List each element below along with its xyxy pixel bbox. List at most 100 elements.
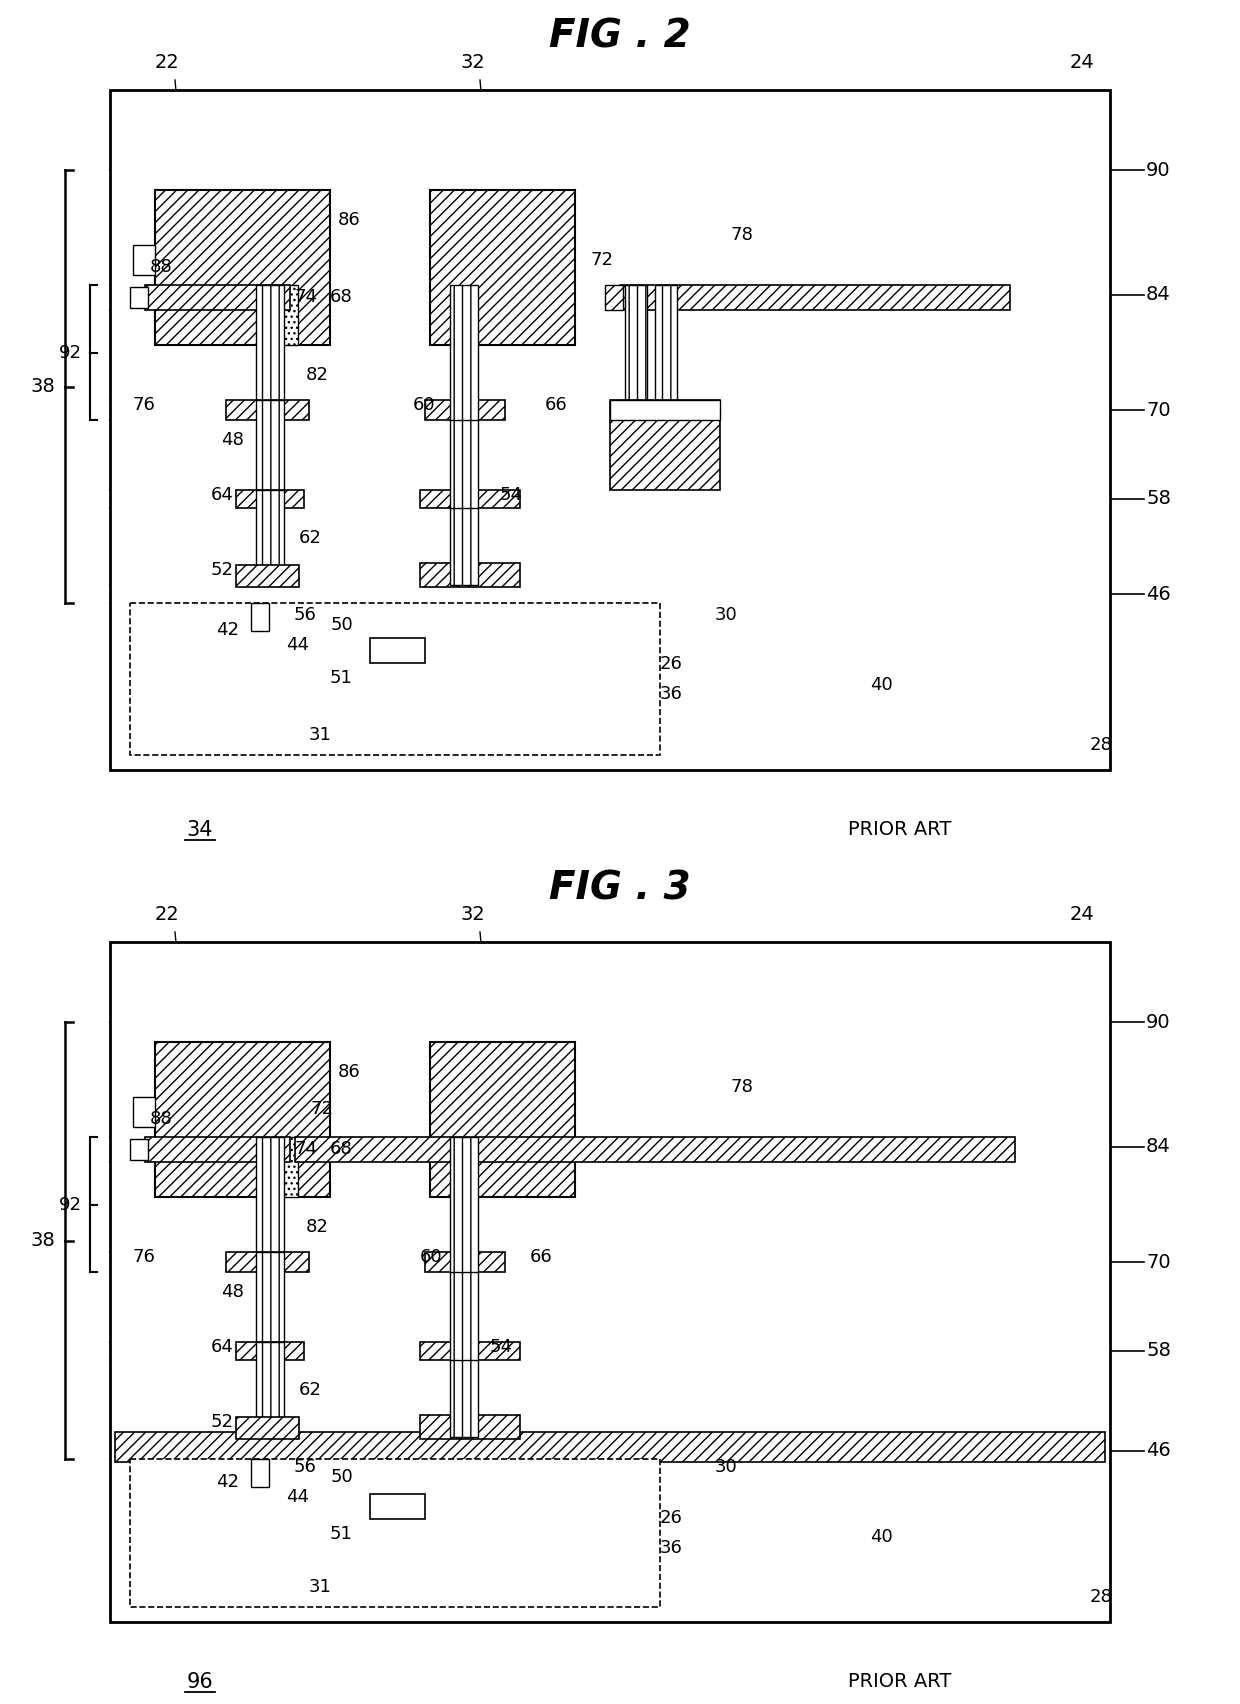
Text: FIG . 2: FIG . 2 bbox=[549, 19, 691, 56]
Text: 86: 86 bbox=[339, 1063, 361, 1080]
Bar bbox=[610, 400, 720, 419]
Bar bbox=[420, 491, 520, 508]
Text: 60: 60 bbox=[413, 395, 435, 414]
Text: 40: 40 bbox=[870, 676, 893, 694]
Text: 82: 82 bbox=[306, 366, 329, 383]
Bar bbox=[420, 1343, 520, 1360]
Bar bbox=[450, 1343, 477, 1436]
Bar bbox=[250, 1459, 269, 1488]
Bar bbox=[145, 285, 290, 310]
Bar bbox=[236, 491, 304, 508]
Text: 74: 74 bbox=[295, 288, 317, 307]
Text: 31: 31 bbox=[309, 726, 331, 745]
Text: 51: 51 bbox=[330, 1525, 353, 1544]
Text: 54: 54 bbox=[490, 1338, 513, 1356]
Bar bbox=[236, 1418, 299, 1438]
Text: 30: 30 bbox=[715, 607, 738, 624]
Text: 58: 58 bbox=[1146, 489, 1171, 508]
Text: 58: 58 bbox=[1146, 1341, 1171, 1360]
Text: 44: 44 bbox=[286, 636, 309, 654]
Text: 88: 88 bbox=[150, 257, 172, 276]
Bar bbox=[226, 400, 309, 419]
Text: 92: 92 bbox=[58, 344, 82, 361]
Text: 32: 32 bbox=[460, 905, 485, 924]
Bar bbox=[605, 285, 622, 310]
Bar bbox=[133, 245, 155, 274]
Text: 90: 90 bbox=[1146, 1012, 1171, 1031]
Bar bbox=[450, 1252, 477, 1360]
Text: 70: 70 bbox=[1146, 1252, 1171, 1271]
Bar bbox=[130, 286, 148, 308]
Bar bbox=[425, 1252, 505, 1271]
Text: 56: 56 bbox=[294, 607, 317, 624]
Text: 52: 52 bbox=[211, 1413, 234, 1431]
Text: 76: 76 bbox=[131, 1247, 155, 1266]
Text: 84: 84 bbox=[1146, 1138, 1171, 1157]
Text: 40: 40 bbox=[870, 1528, 893, 1546]
Text: 42: 42 bbox=[216, 1472, 239, 1491]
Text: 22: 22 bbox=[155, 53, 180, 72]
Bar bbox=[155, 191, 330, 344]
Bar bbox=[115, 1431, 1105, 1462]
Text: 46: 46 bbox=[1146, 1442, 1171, 1460]
Text: 62: 62 bbox=[299, 1380, 322, 1399]
Text: 54: 54 bbox=[500, 486, 523, 504]
Text: 84: 84 bbox=[1146, 286, 1171, 305]
Text: 78: 78 bbox=[730, 1079, 753, 1096]
Text: 78: 78 bbox=[730, 227, 753, 244]
Text: 66: 66 bbox=[546, 395, 568, 414]
Text: 50: 50 bbox=[331, 617, 353, 634]
Bar bbox=[295, 1137, 1016, 1162]
Bar bbox=[610, 400, 720, 491]
Text: 36: 36 bbox=[660, 1539, 683, 1557]
Text: 72: 72 bbox=[310, 1101, 334, 1118]
Text: 26: 26 bbox=[660, 654, 683, 673]
Bar bbox=[130, 1138, 148, 1160]
Text: 68: 68 bbox=[330, 1140, 352, 1159]
Text: 70: 70 bbox=[1146, 400, 1171, 419]
Bar bbox=[425, 400, 505, 419]
Text: 62: 62 bbox=[299, 528, 322, 547]
Text: 90: 90 bbox=[1146, 160, 1171, 179]
Bar bbox=[270, 1137, 298, 1196]
Text: 88: 88 bbox=[150, 1109, 172, 1128]
Bar bbox=[255, 1252, 284, 1360]
Text: 26: 26 bbox=[660, 1510, 683, 1527]
Bar bbox=[655, 285, 677, 419]
Bar bbox=[133, 1097, 155, 1126]
Bar bbox=[450, 491, 477, 584]
Bar bbox=[620, 285, 1011, 310]
Bar bbox=[430, 1043, 575, 1196]
Text: 64: 64 bbox=[211, 1338, 234, 1356]
Text: 48: 48 bbox=[221, 1283, 244, 1300]
Text: 60: 60 bbox=[420, 1247, 443, 1266]
Bar bbox=[255, 285, 284, 419]
Text: 30: 30 bbox=[715, 1459, 738, 1476]
Text: 72: 72 bbox=[590, 250, 613, 269]
Text: 24: 24 bbox=[1070, 53, 1095, 72]
Bar bbox=[130, 603, 660, 755]
Bar bbox=[236, 1343, 304, 1360]
Text: 64: 64 bbox=[211, 486, 234, 504]
Text: 32: 32 bbox=[460, 53, 485, 72]
Text: 96: 96 bbox=[187, 1672, 213, 1692]
Text: FIG . 3: FIG . 3 bbox=[549, 871, 691, 908]
Bar bbox=[110, 942, 1110, 1622]
Text: 36: 36 bbox=[660, 685, 683, 704]
Bar bbox=[450, 1137, 477, 1271]
Text: 24: 24 bbox=[1070, 905, 1095, 924]
Text: PRIOR ART: PRIOR ART bbox=[848, 1672, 951, 1690]
Text: 92: 92 bbox=[58, 1196, 82, 1213]
Bar bbox=[270, 285, 298, 344]
Bar bbox=[255, 1137, 284, 1271]
Bar bbox=[450, 285, 477, 419]
Text: 28: 28 bbox=[1090, 1588, 1112, 1605]
Text: 66: 66 bbox=[529, 1247, 553, 1266]
Bar bbox=[625, 285, 647, 419]
Bar bbox=[130, 1459, 660, 1607]
Bar bbox=[155, 1043, 330, 1196]
Bar bbox=[255, 400, 284, 508]
Text: PRIOR ART: PRIOR ART bbox=[848, 820, 951, 838]
Text: 42: 42 bbox=[216, 620, 239, 639]
Text: 82: 82 bbox=[306, 1218, 329, 1235]
